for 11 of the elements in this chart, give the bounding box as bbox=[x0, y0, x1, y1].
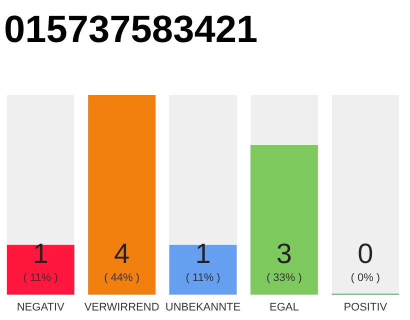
data-label: 4 ( 44% ) bbox=[104, 238, 140, 284]
x-tick-label: POSITIV bbox=[344, 301, 388, 314]
data-label: 1 ( 11% ) bbox=[186, 238, 220, 284]
x-tick-label: NEGATIV bbox=[16, 301, 65, 314]
x-tick-label: UNBEKANNTE bbox=[165, 301, 241, 314]
data-label: 1 ( 11% ) bbox=[23, 238, 58, 284]
chart-title: 015737583421 bbox=[4, 9, 258, 51]
data-label: 3 ( 33% ) bbox=[266, 238, 302, 284]
x-tick-label: EGAL bbox=[270, 301, 299, 314]
data-label: 0 ( 0% ) bbox=[350, 238, 380, 284]
x-tick-label: VERWIRREND bbox=[84, 301, 160, 314]
